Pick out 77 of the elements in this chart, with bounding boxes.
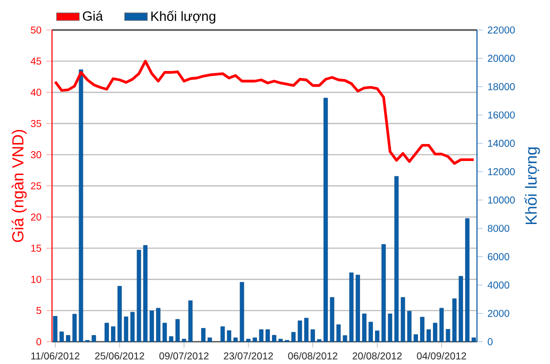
bar <box>226 330 232 342</box>
bar <box>381 244 386 342</box>
bar <box>317 339 322 342</box>
y2-tick-label: 8000 <box>488 224 510 232</box>
bar <box>304 318 308 342</box>
legend-label: Khối lượng <box>151 10 216 24</box>
bar <box>208 338 212 342</box>
bar <box>66 335 70 342</box>
bar <box>433 322 438 342</box>
bar <box>162 322 167 342</box>
bar <box>414 334 418 342</box>
bar <box>349 272 354 342</box>
y-axis-title: Giá (ngàn VND) <box>12 130 27 242</box>
y-tick-label: 50 <box>30 26 42 34</box>
y2-tick-label: 22000 <box>488 26 515 34</box>
y2-tick-label: 20000 <box>488 54 515 62</box>
bar <box>375 330 380 342</box>
y-tick-label: 0 <box>36 338 42 346</box>
bar <box>407 310 412 342</box>
y2-tick-label: 18000 <box>488 83 515 90</box>
bar <box>143 245 148 342</box>
y-tick-label: 15 <box>31 244 42 252</box>
y-tick-label: 40 <box>30 88 42 96</box>
bar <box>259 329 264 342</box>
y2-tick-label: 16000 <box>488 111 515 119</box>
bar <box>156 308 160 342</box>
bar <box>266 329 270 342</box>
bar <box>465 218 470 342</box>
bar <box>356 274 360 342</box>
bar <box>53 316 58 342</box>
y-tick-label: 45 <box>30 58 42 65</box>
bar <box>324 98 328 342</box>
y-tick-label: 30 <box>30 151 42 158</box>
bar <box>330 297 334 342</box>
y-tick-label: 25 <box>30 182 42 190</box>
x-tick-label: 20/08/2012 <box>352 352 402 360</box>
bar <box>220 326 225 342</box>
bar <box>439 308 444 342</box>
x-tick-label: 04/09/2012 <box>416 352 466 360</box>
y-tick-label: 5 <box>36 307 42 314</box>
bar <box>278 338 283 342</box>
bar <box>426 329 431 342</box>
y2-tick-label: 4000 <box>488 282 510 289</box>
bar <box>169 336 174 342</box>
legend-label: Giá <box>82 10 103 21</box>
bar <box>92 335 96 342</box>
y-tick-label: 10 <box>31 276 42 283</box>
y2-tick-label: 0 <box>488 338 493 346</box>
bar <box>252 338 257 342</box>
bar <box>272 335 276 342</box>
bar <box>111 326 116 342</box>
bar <box>420 316 424 342</box>
bar <box>201 328 206 342</box>
bar <box>368 322 373 342</box>
bar <box>175 319 180 342</box>
x-tick-label: 06/08/2012 <box>288 352 338 360</box>
bar <box>246 338 251 342</box>
y2-tick-label: 6000 <box>488 253 510 260</box>
y2-tick-label: 14000 <box>488 140 515 147</box>
y2-axis-title: Khối lượng <box>524 147 540 224</box>
x-tick-label: 09/07/2012 <box>159 352 209 360</box>
y-tick-label: 35 <box>30 120 42 128</box>
y2-tick-label: 12000 <box>488 168 515 176</box>
bar <box>310 329 315 342</box>
bar <box>298 320 302 342</box>
bar <box>104 322 109 342</box>
bar <box>458 276 464 342</box>
x-tick-label: 11/06/2012 <box>31 352 80 360</box>
y-tick-label: 20 <box>30 213 42 221</box>
bar <box>362 314 366 342</box>
y2-tick-label: 2000 <box>488 310 510 317</box>
x-tick-label: 25/06/2012 <box>95 352 144 360</box>
y2-tick-label: 10000 <box>488 196 515 204</box>
bar <box>117 286 122 342</box>
bar <box>150 310 154 342</box>
x-tick-label: 23/07/2012 <box>224 352 273 360</box>
bar <box>60 332 64 342</box>
